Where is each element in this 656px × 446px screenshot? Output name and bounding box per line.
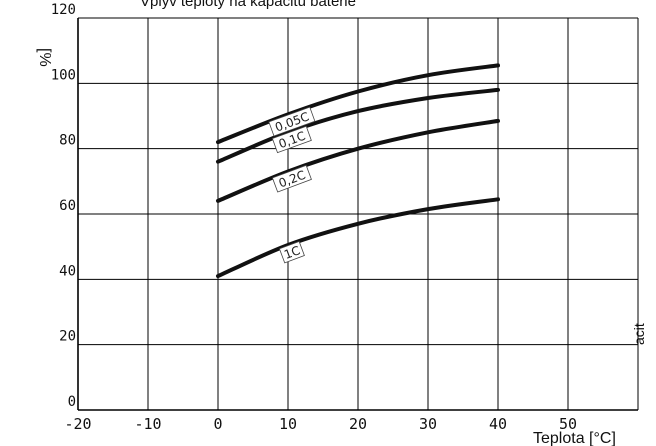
x-tick-label: -10 — [134, 415, 161, 433]
series-line — [216, 63, 500, 145]
x-tick-label: 10 — [279, 415, 297, 433]
series-line — [216, 197, 500, 279]
series-line — [216, 87, 500, 164]
y-tick-label: 20 — [59, 329, 76, 345]
x-axis-label: Teplota [°C] — [533, 430, 616, 446]
x-tick-label: 40 — [489, 415, 507, 433]
series-label-box — [278, 240, 305, 264]
y-tick-label: 60 — [59, 198, 76, 214]
y-tick-label: 100 — [51, 67, 76, 83]
x-tick-label: 50 — [559, 415, 577, 433]
series-label-group: 1C — [278, 240, 305, 264]
y-axis-label-right: acit — [631, 323, 647, 345]
chart-title: Vplyv teploty na kapacitu batérie — [140, 0, 356, 10]
series-label: 1C — [282, 243, 302, 262]
series-label: 0,2C — [277, 168, 308, 191]
series-label-box — [271, 164, 312, 193]
y-tick-label: 0 — [68, 394, 76, 410]
x-tick-label: 0 — [213, 415, 222, 433]
tick-labels: 0 20 40 60 80 100 120 -20 -10 0 10 20 30 40 50 — [51, 2, 577, 433]
grid — [77, 17, 639, 411]
y-tick-label: 120 — [51, 2, 76, 18]
series-line — [216, 118, 500, 203]
x-tick-label: -20 — [64, 415, 91, 433]
series-label-box — [268, 106, 316, 137]
y-axis-label: [% — [36, 48, 53, 67]
series-label-box — [271, 125, 312, 154]
y-tick-label: 80 — [59, 133, 76, 149]
y-tick-label: 40 — [59, 263, 76, 279]
series-lines — [216, 63, 500, 279]
x-tick-label: 20 — [349, 415, 367, 433]
x-tick-label: 30 — [419, 415, 437, 433]
